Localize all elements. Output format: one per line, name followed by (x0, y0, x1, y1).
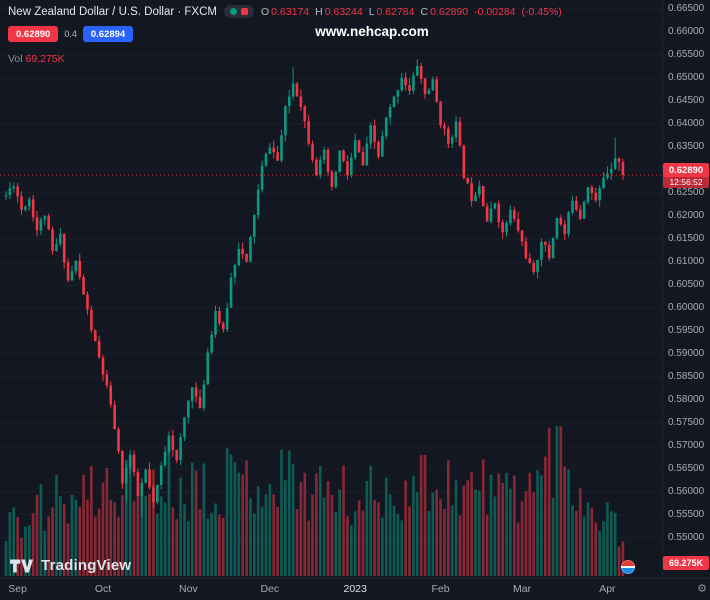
price-tick: 0.61500 (668, 233, 705, 244)
price-tick: 0.59000 (668, 348, 705, 359)
watermark-text: www.nehcap.com (315, 24, 429, 39)
close-label: C (420, 5, 429, 18)
axis-settings-icon[interactable]: ⚙ (697, 583, 707, 595)
price-tick: 0.57500 (668, 417, 705, 428)
symbol-legend: New Zealand Dollar / U.S. Dollar · FXCM … (8, 5, 562, 18)
price-tick: 0.64000 (668, 118, 705, 129)
delayed-data-icon (240, 8, 248, 15)
time-tick-mar: Mar (512, 583, 532, 595)
price-tick: 0.55000 (668, 532, 705, 543)
price-tick: 0.63500 (668, 141, 705, 152)
price-tick: 0.64500 (668, 95, 705, 106)
time-tick-nov: Nov (179, 583, 198, 595)
site-logo-icon (621, 560, 635, 574)
time-axis[interactable]: ⚙ Sep Oct Nov Dec 2023 Feb Mar Apr (0, 578, 710, 600)
close-value: 0.62890 (430, 5, 469, 18)
price-tick: 0.56500 (668, 463, 705, 474)
volume-value: 69.275K (25, 53, 65, 65)
price-tick: 0.55500 (668, 509, 705, 520)
change-value: -0.00284 (474, 5, 516, 18)
price-tick: 0.62000 (668, 210, 705, 221)
time-tick-dec: Dec (260, 583, 280, 595)
price-tick: 0.58500 (668, 371, 705, 382)
bar-countdown: 12:56:52 (663, 176, 709, 189)
volume-legend: Vol 69.275K (8, 53, 65, 65)
low-value: 0.62784 (376, 5, 415, 18)
high-label: H (315, 5, 323, 18)
price-tick: 0.60500 (668, 279, 705, 290)
bid-ask-row: 0.62890 0.4 0.62894 (8, 26, 134, 42)
time-tick-2023: 2023 (343, 583, 367, 595)
candles-layer (4, 59, 625, 518)
open-value: 0.63174 (271, 5, 310, 18)
price-tick: 0.61000 (668, 256, 705, 267)
price-axis[interactable]: 0.66500 0.66000 0.65500 0.65000 0.64500 0.640… (662, 0, 710, 578)
time-tick-apr: Apr (599, 583, 616, 595)
ask-button[interactable]: 0.62894 (82, 26, 134, 42)
volume-layer (4, 426, 625, 576)
time-tick-sep: Sep (8, 583, 27, 595)
price-tick: 0.62500 (668, 187, 705, 198)
time-tick-feb: Feb (431, 583, 450, 595)
tradingview-mark-icon (10, 559, 34, 572)
current-price-value: 0.62890 (663, 163, 709, 177)
symbol-title[interactable]: New Zealand Dollar / U.S. Dollar · FXCM (8, 5, 217, 18)
price-tick: 0.65000 (668, 72, 705, 83)
time-tick-oct: Oct (94, 583, 112, 595)
price-tick: 0.58000 (668, 394, 705, 405)
bid-button[interactable]: 0.62890 (8, 26, 59, 42)
price-tick: 0.56000 (668, 486, 705, 497)
last-volume-badge: 69.275K (663, 556, 709, 570)
high-value: 0.63244 (324, 5, 363, 18)
price-tick: 0.66000 (668, 26, 705, 37)
open-label: O (260, 5, 270, 18)
low-label: L (368, 5, 375, 18)
ohlc-readout: O 0.63174 H 0.63244 L 0.62784 C 0.62890 … (261, 6, 562, 18)
market-open-icon (229, 8, 237, 15)
price-tick: 0.66500 (668, 3, 705, 14)
change-percent: (-0.45%) (521, 5, 562, 18)
price-tick: 0.60000 (668, 302, 705, 313)
price-tick: 0.65500 (668, 49, 705, 60)
volume-label[interactable]: Vol (8, 53, 23, 65)
spread-value: 0.4 (64, 29, 77, 39)
price-tick: 0.57000 (668, 440, 705, 451)
current-price-badge: 0.62890 12:56:52 (663, 163, 709, 189)
data-status-pill[interactable] (223, 5, 254, 18)
tradingview-logo[interactable]: TradingView (10, 557, 131, 574)
price-tick: 0.59500 (668, 325, 705, 336)
tradingview-logo-text: TradingView (41, 557, 132, 574)
